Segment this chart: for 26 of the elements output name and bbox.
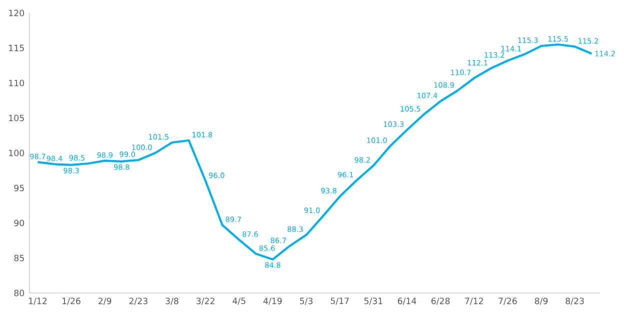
y-tick-label: 115	[9, 44, 24, 52]
x-tick-label: 5/3	[300, 298, 313, 305]
x-tick-label: 3/8	[166, 298, 178, 305]
y-tick-label: 120	[9, 10, 24, 16]
x-tick-label: 7/26	[498, 298, 517, 305]
x-tick-label: 2/23	[129, 298, 148, 305]
x-tick-label: 3/22	[196, 298, 214, 305]
x-tick-label: 4/19	[263, 298, 282, 305]
x-tick-label: 6/28	[431, 298, 450, 305]
y-tick-label: 100	[9, 150, 24, 156]
x-tick-label: 5/31	[364, 298, 382, 305]
x-tick-label: 1/12	[28, 298, 47, 305]
x-tick-label: 1/26	[62, 298, 80, 305]
x-tick-label: 4/5	[232, 298, 246, 305]
x-tick-label: 7/12	[465, 298, 483, 305]
y-tick-label: 80	[14, 290, 24, 296]
x-tick-label: 5/17	[330, 298, 349, 305]
x-tick-label: 6/14	[398, 298, 416, 305]
x-tick-label: 2/9	[98, 298, 112, 305]
y-tick-label: 85	[14, 254, 24, 262]
y-tick-label: 105	[9, 114, 24, 122]
x-tick-label: 8/9	[534, 298, 548, 305]
y-tick-label: 95	[14, 184, 24, 192]
x-tick-label: 8/23	[566, 298, 584, 305]
y-tick-label: 90	[14, 220, 24, 226]
y-tick-label: 110	[9, 80, 24, 86]
